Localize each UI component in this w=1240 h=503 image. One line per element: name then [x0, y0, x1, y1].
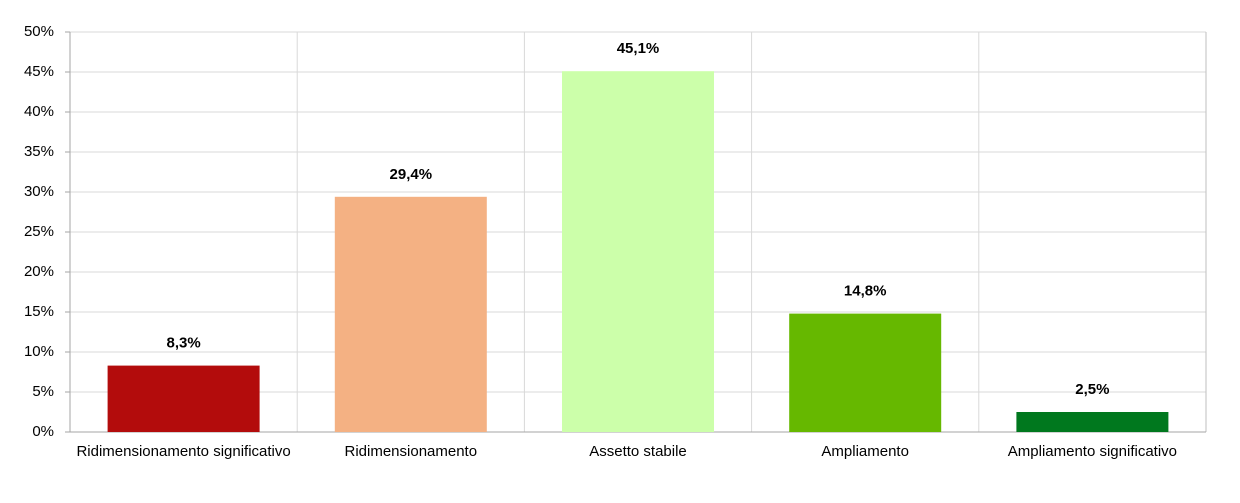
- value-label: 8,3%: [166, 335, 200, 352]
- x-tick-label: Ridimensionamento: [344, 443, 478, 460]
- y-tick-label: 5%: [32, 383, 54, 400]
- y-tick-label: 40%: [24, 103, 54, 120]
- value-label: 29,4%: [390, 166, 433, 183]
- y-tick-label: 35%: [24, 143, 54, 160]
- x-tick-label: Ampliamento significativo: [1007, 443, 1178, 460]
- y-tick-label: 30%: [24, 183, 54, 200]
- x-tick-label: Assetto stabile: [589, 443, 687, 460]
- y-tick-label: 10%: [24, 343, 54, 360]
- value-label: 45,1%: [617, 40, 660, 57]
- bar: [334, 196, 487, 432]
- x-tick-label: Ampliamento: [821, 443, 909, 460]
- y-tick-label: 15%: [24, 303, 54, 320]
- bar: [562, 71, 714, 432]
- bar: [1016, 412, 1169, 432]
- value-label: 14,8%: [844, 283, 887, 300]
- y-tick-label: 45%: [24, 63, 54, 80]
- y-tick-label: 0%: [32, 423, 54, 440]
- value-label: 2,5%: [1075, 381, 1109, 398]
- y-tick-label: 25%: [24, 223, 54, 240]
- y-tick-label: 50%: [24, 23, 54, 40]
- y-tick-label: 20%: [24, 263, 54, 280]
- x-tick-label: Ridimensionamento significativo: [76, 443, 291, 460]
- bar: [789, 313, 942, 432]
- bar: [107, 365, 260, 432]
